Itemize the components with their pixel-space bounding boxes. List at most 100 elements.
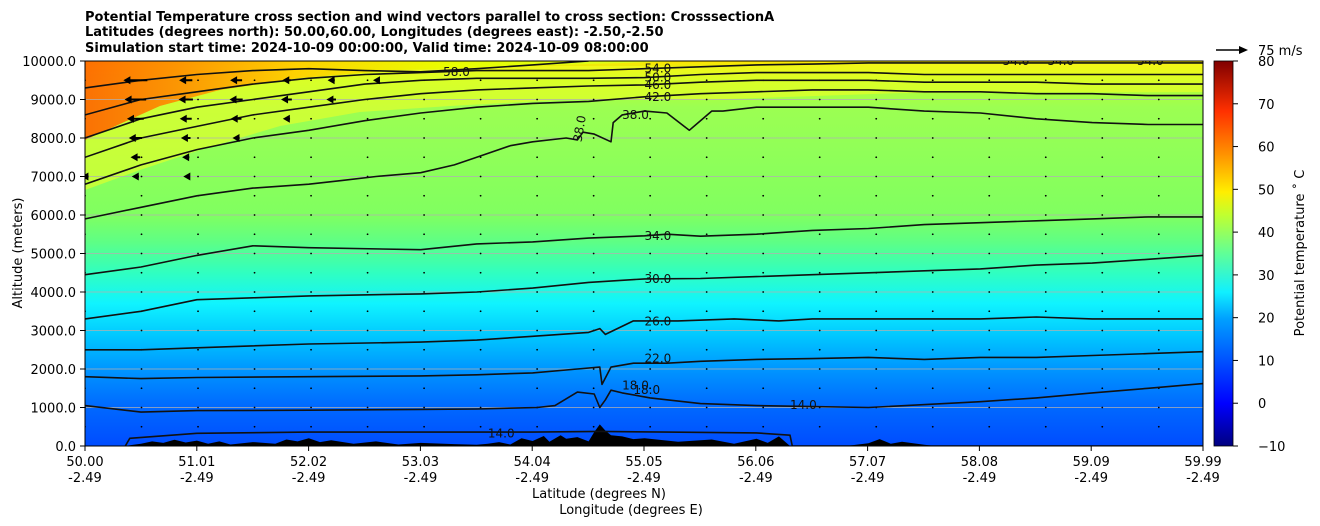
wind-dot — [1101, 271, 1104, 274]
wind-arrow — [230, 76, 243, 85]
wind-dot — [1157, 137, 1160, 139]
wind-dot — [931, 425, 934, 428]
wind-dot — [1157, 406, 1160, 409]
yellow-layer-fill — [85, 62, 1203, 190]
wind-dot — [253, 406, 256, 409]
wind-dot — [931, 348, 934, 351]
wind-dot — [705, 214, 708, 216]
wind-dot — [197, 425, 199, 428]
contour-label: 58.0 — [443, 65, 470, 79]
wind-dot — [197, 233, 199, 236]
wind-dot — [536, 329, 539, 332]
wind-dot — [536, 425, 539, 428]
wind-dot — [423, 348, 425, 351]
contour-label: 54.0 — [1003, 54, 1030, 68]
wind-dot — [1101, 291, 1104, 293]
colorbar-tick-label: 70 — [1258, 98, 1275, 113]
wind-dot — [875, 117, 878, 120]
contour-label: 26.0 — [645, 315, 672, 329]
wind-dot — [366, 387, 369, 390]
wind-dot — [649, 348, 652, 351]
wind-dot — [1044, 79, 1047, 82]
contour-label: 50.0 — [645, 71, 672, 85]
wind-arrow — [131, 172, 139, 181]
wind-dot — [140, 194, 143, 197]
title-line-3: Simulation start time: 2024-10-09 00:00:… — [85, 41, 649, 56]
wind-dot — [366, 233, 369, 236]
wind-dot — [875, 252, 878, 255]
wind-dot — [366, 425, 369, 428]
wind-dot — [197, 291, 199, 293]
horizontal-gridlines — [85, 99, 1203, 408]
wind-arrow — [182, 153, 190, 162]
wind-dot — [140, 214, 143, 216]
x-tick-label-lat: 56.06 — [737, 455, 774, 470]
x-tick-label-lon: -2.49 — [1074, 471, 1108, 486]
contour-label: 42.0 — [645, 90, 672, 104]
wind-dot — [479, 98, 482, 101]
wind-dot — [592, 368, 595, 370]
wind-arrows — [85, 76, 380, 181]
wind-dot — [988, 425, 991, 428]
wind-dot — [705, 387, 708, 390]
wind-dot — [310, 329, 312, 332]
wind-dot — [366, 348, 369, 351]
wind-dot — [197, 214, 199, 216]
wind-dot — [592, 271, 595, 274]
wind-dot — [253, 117, 256, 120]
wind-dot — [253, 329, 256, 332]
wind-dot — [536, 291, 539, 293]
wind-dot — [366, 79, 369, 82]
wind-dot — [253, 175, 256, 178]
wind-dot — [1044, 329, 1047, 332]
wind-dot — [705, 271, 708, 274]
wind-dot — [1101, 175, 1104, 178]
wind-dot — [1044, 271, 1047, 274]
x-tick-label-lat: 55.05 — [625, 455, 662, 470]
wind-dot — [310, 194, 312, 197]
wind-dot — [536, 175, 539, 178]
wind-dot — [762, 368, 765, 370]
wind-dot — [818, 310, 821, 313]
wind-dot — [479, 137, 482, 139]
wind-dot — [649, 79, 652, 82]
wind-dot — [592, 233, 595, 236]
wind-dot — [875, 310, 878, 313]
wind-dot — [310, 117, 312, 120]
colorbar-tick-label: 20 — [1258, 312, 1275, 327]
wind-dot — [366, 329, 369, 332]
wind-dot — [1101, 156, 1104, 159]
contour-label: 18.0 — [633, 383, 660, 397]
y-tick-label: 6000.0 — [31, 209, 77, 224]
wind-arrow — [183, 172, 191, 181]
wind-dot — [197, 175, 199, 178]
wind-dot — [310, 387, 312, 390]
wind-dot — [705, 406, 708, 409]
title-line-1: Potential Temperature cross section and … — [85, 10, 774, 25]
wind-dot — [592, 79, 595, 82]
wind-dot — [366, 310, 369, 313]
contour-line-54 — [85, 62, 1203, 116]
x-tick-label-lon: -2.49 — [851, 471, 885, 486]
wind-dot — [875, 175, 878, 178]
wind-dot — [649, 310, 652, 313]
wind-dot — [875, 233, 878, 236]
wind-dot — [1157, 233, 1160, 236]
wind-dot — [1157, 194, 1160, 197]
contour-label: 34.0 — [645, 229, 672, 243]
wind-dot — [592, 310, 595, 313]
wind-dot — [931, 329, 934, 332]
wind-dot — [649, 214, 652, 216]
wind-dot — [988, 117, 991, 120]
wind-dot — [649, 194, 652, 197]
wind-dot — [197, 387, 199, 390]
wind-dot — [197, 137, 199, 139]
wind-dot — [705, 194, 708, 197]
contour-label: 46.0 — [645, 78, 672, 92]
wind-dot — [140, 329, 143, 332]
contour-line-42 — [85, 89, 1203, 185]
wind-dot — [988, 406, 991, 409]
wind-dot — [423, 368, 425, 370]
wind-arrow — [124, 95, 147, 104]
